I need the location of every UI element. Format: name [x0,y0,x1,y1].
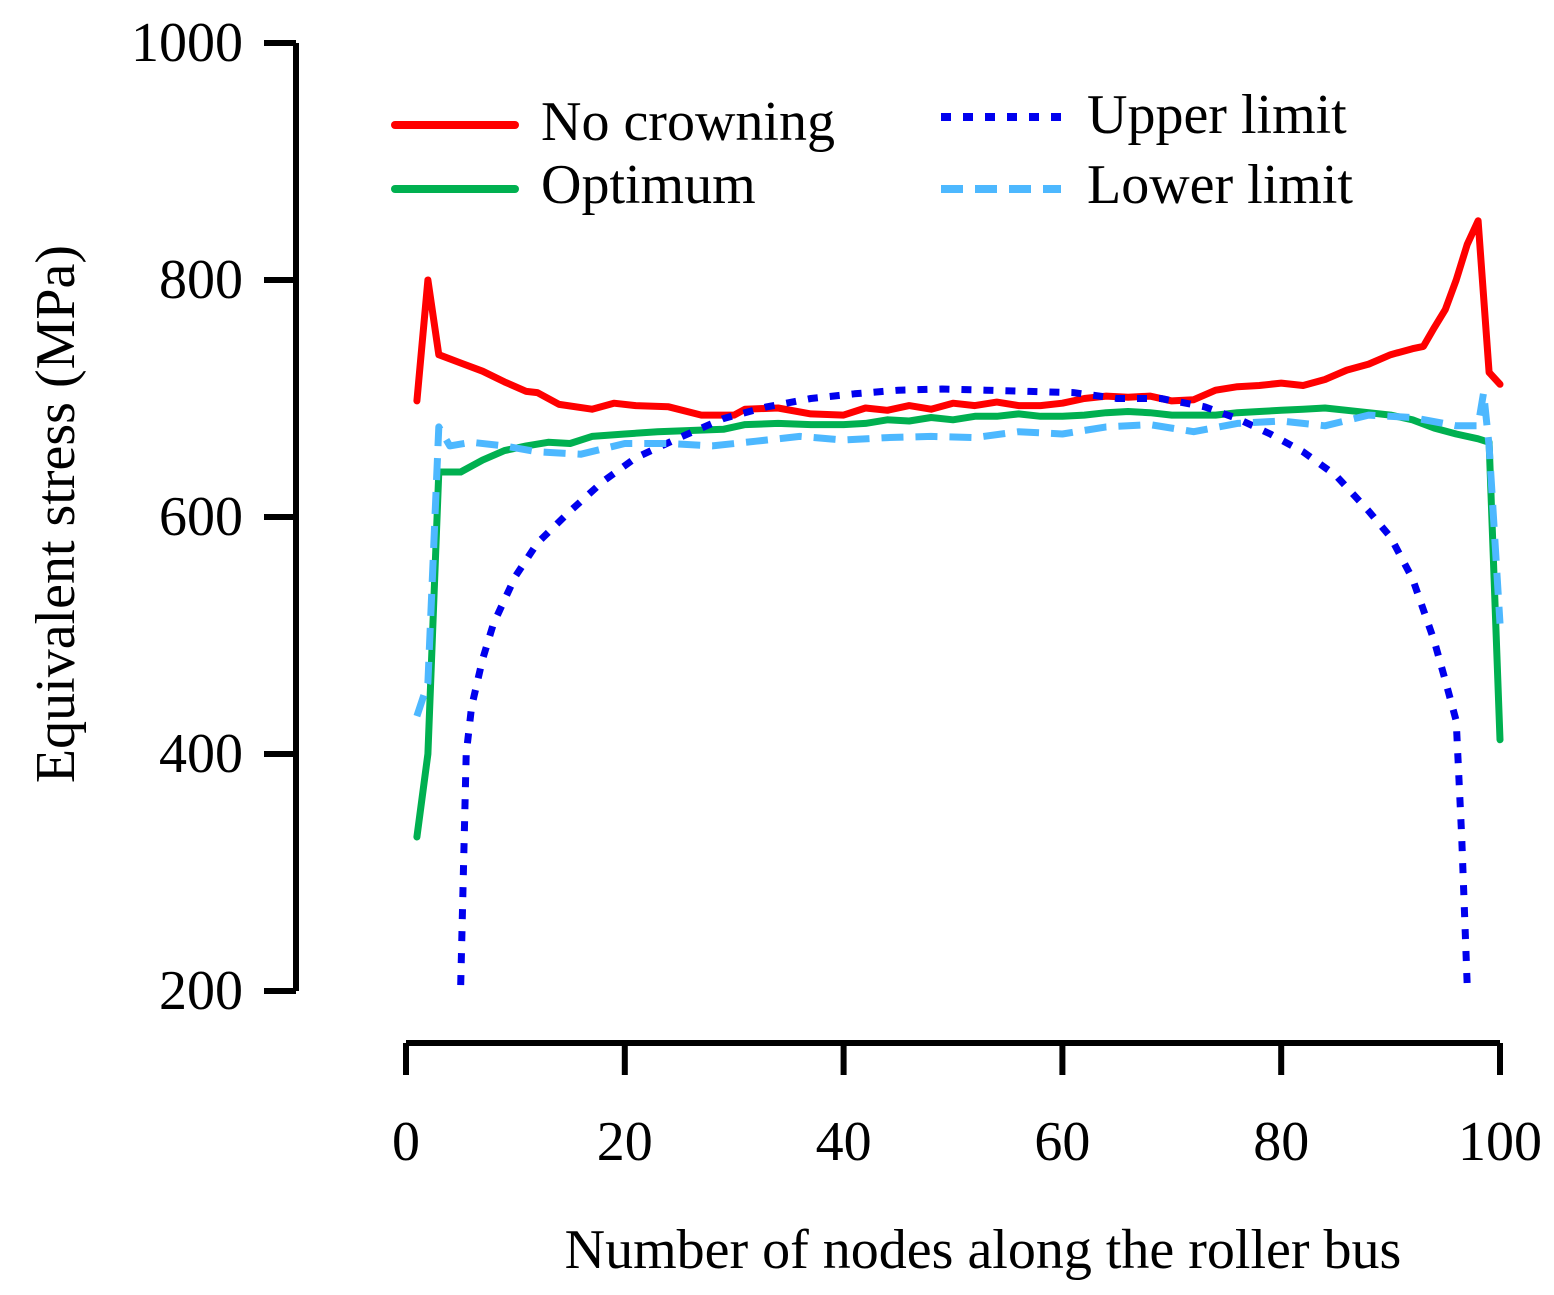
series-line-upper-limit [457,385,1471,986]
legend-label-upper-limit: Upper limit [1087,84,1347,146]
y-tick-label-400: 400 [159,723,243,785]
legend-label-lower-limit: Lower limit [1087,154,1353,216]
x-tick-label-60: 60 [1034,1111,1090,1173]
y-tick-label-200: 200 [159,960,243,1022]
y-axis-ticks: 200 400 600 800 1000 [131,12,296,1022]
legend-entry-upper-limit: Upper limit [941,84,1347,146]
x-tick-label-40: 40 [816,1111,872,1173]
x-axis-title: Number of nodes along the roller bus [565,1219,1402,1281]
y-tick-label-800: 800 [159,249,243,311]
x-tick-label-20: 20 [597,1111,653,1173]
legend-label-optimum: Optimum [541,154,756,216]
series-line-optimum [413,404,1504,841]
legend-entry-lower-limit: Lower limit [941,154,1353,216]
x-tick-label-0: 0 [392,1111,420,1173]
legend-entry-optimum: Optimum [391,154,756,216]
legend-entry-no-crowning: No crowning [391,91,835,153]
series-layer [413,217,1504,986]
x-tick-label-100: 100 [1458,1111,1542,1173]
y-tick-label-1000: 1000 [131,12,243,74]
y-tick-label-600: 600 [159,486,243,548]
legend-label-no-crowning: No crowning [541,91,835,153]
series-line-no-crowning [413,217,1504,419]
x-tick-label-80: 80 [1253,1111,1309,1173]
legend: No crowning Optimum Upper limit Lower li… [391,84,1353,216]
series-line-lower-limit [413,389,1504,718]
x-axis-ticks: 0 20 40 60 80 100 [392,1043,1542,1173]
y-axis-title: Equivalent stress (MPa) [25,245,87,783]
